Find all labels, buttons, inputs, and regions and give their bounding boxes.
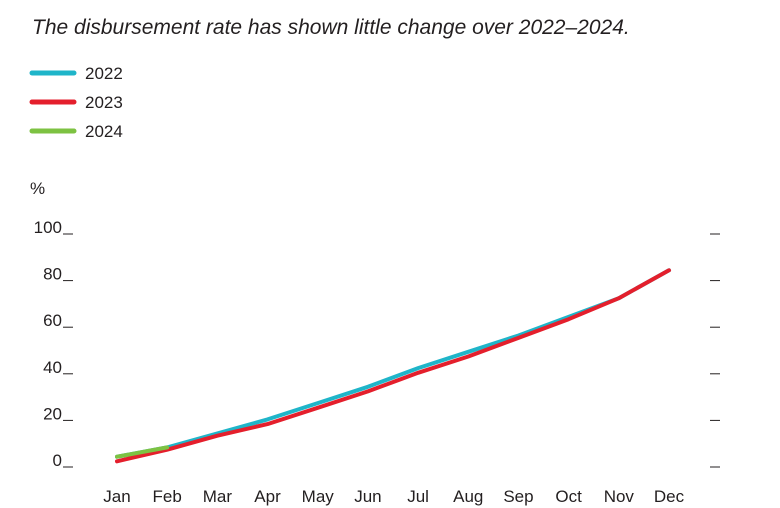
y-tick-label: 80 [43,265,62,284]
x-tick-label: Jun [354,487,381,506]
chart-title: The disbursement rate has shown little c… [32,16,630,39]
x-tick-label: Mar [203,487,233,506]
x-tick-label: Sep [503,487,533,506]
series-line [115,445,170,459]
x-tick-label: Jul [407,487,429,506]
x-tick-label: Oct [555,487,582,506]
legend-label: 2022 [85,64,123,83]
y-tick-label: 20 [43,404,62,423]
y-tick-label: 0 [53,451,62,470]
x-tick-label: Aug [453,487,483,506]
x-tick-label: May [302,487,335,506]
x-tick-label: Feb [153,487,182,506]
x-tick-label: Dec [654,487,685,506]
legend-label: 2023 [85,93,123,112]
series-line [115,268,671,464]
x-tick-label: Jan [103,487,130,506]
y-tick-label: 40 [43,358,62,377]
series-line [115,268,671,459]
legend-label: 2024 [85,122,123,141]
x-tick-label: Nov [604,487,635,506]
y-axis-label: % [30,179,45,198]
x-tick-label: Apr [254,487,281,506]
y-tick-label: 100 [34,218,62,237]
y-tick-label: 60 [43,311,62,330]
